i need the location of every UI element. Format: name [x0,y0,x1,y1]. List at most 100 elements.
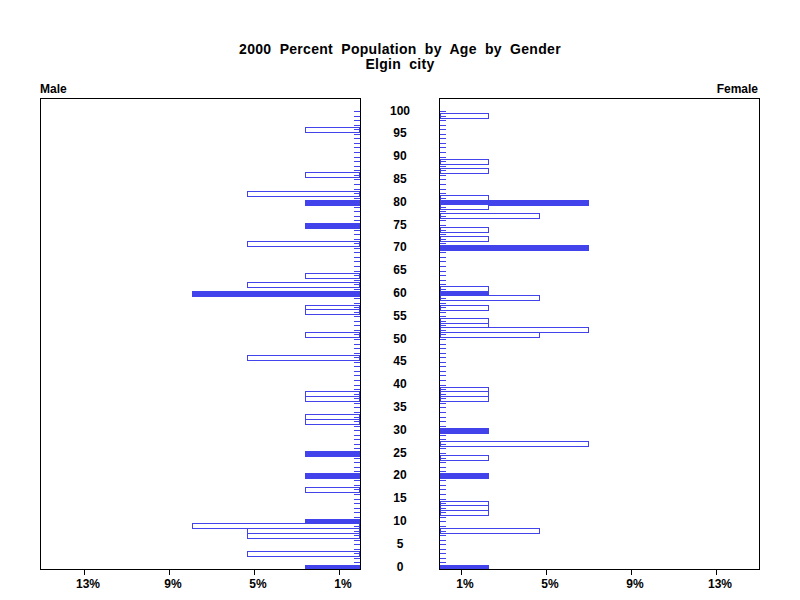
year-tick [440,553,446,554]
year-tick [440,544,446,545]
year-tick [440,220,446,221]
year-tick [440,380,446,381]
year-tick [440,321,446,322]
year-tick [440,211,446,212]
bar-male-age-82 [247,191,360,197]
age-tick-label-50: 50 [361,333,439,346]
bar-male-age-32 [305,419,360,425]
year-tick [440,280,446,281]
year-tick [354,289,360,290]
year-tick [440,531,446,532]
year-tick [354,202,360,203]
year-tick [354,526,360,527]
pct-tick-label-male-1%: 1% [321,577,365,591]
year-tick [354,375,360,376]
year-tick [354,257,360,258]
year-tick [354,485,360,486]
year-tick [440,230,446,231]
year-tick [354,348,360,349]
year-tick [440,184,446,185]
year-tick [440,453,446,454]
bar-male-age-7 [247,533,360,539]
bar-male-age-86 [305,172,360,178]
year-tick [440,375,446,376]
pct-tick-label-female-13%: 13% [698,577,742,591]
year-tick [354,499,360,500]
year-tick [440,339,446,340]
age-tick-label-80: 80 [361,196,439,209]
year-tick [440,403,446,404]
year-tick [440,271,446,272]
year-tick [354,353,360,354]
pct-tick-female [546,570,547,575]
year-tick [354,458,360,459]
year-tick [354,453,360,454]
population-pyramid-chart: 2000 Percent Population by Age by Gender… [0,0,800,600]
year-tick [354,339,360,340]
year-tick [354,189,360,190]
year-tick [354,175,360,176]
year-tick [354,508,360,509]
year-tick [354,298,360,299]
pct-tick-male [169,570,170,575]
pct-tick-label-female-9%: 9% [613,577,657,591]
year-tick [354,248,360,249]
year-tick [354,120,360,121]
year-tick [440,312,446,313]
bar-female-age-99 [440,113,489,119]
age-tick-label-40: 40 [361,378,439,391]
age-tick-label-15: 15 [361,492,439,505]
pct-tick-label-male-13%: 13% [66,577,110,591]
year-tick [440,152,446,153]
year-tick [440,284,446,285]
year-tick [440,134,446,135]
year-tick [440,439,446,440]
female-panel-label: Female [439,82,758,96]
age-tick-label-5: 5 [361,538,439,551]
year-tick [354,544,360,545]
year-tick [354,503,360,504]
year-tick [354,389,360,390]
year-tick [354,562,360,563]
year-tick [440,116,446,117]
bar-female-age-79 [440,204,489,210]
year-tick [440,248,446,249]
bar-male-age-64 [305,273,360,279]
female-panel [439,98,760,570]
bar-female-age-59 [440,295,540,301]
year-tick [354,316,360,317]
year-tick [440,157,446,158]
year-tick [354,489,360,490]
year-tick [440,357,446,358]
year-tick [354,220,360,221]
year-tick [440,476,446,477]
year-tick [354,344,360,345]
year-tick [354,111,360,112]
bar-male-age-0 [305,565,360,570]
year-tick [354,138,360,139]
year-tick [440,120,446,121]
year-tick [440,125,446,126]
bar-male-age-80 [305,200,360,206]
year-tick [440,261,446,262]
year-tick [354,198,360,199]
year-tick [440,499,446,500]
year-tick [354,129,360,130]
year-tick [440,207,446,208]
year-tick [440,444,446,445]
year-tick [440,275,446,276]
year-tick [440,389,446,390]
year-tick [440,426,446,427]
year-tick [354,535,360,536]
year-tick [354,152,360,153]
year-tick [354,540,360,541]
year-tick [440,371,446,372]
bar-male-age-46 [247,355,360,361]
age-tick-label-10: 10 [361,515,439,528]
year-tick [440,435,446,436]
year-tick [354,307,360,308]
year-tick [354,334,360,335]
year-tick [440,129,446,130]
bar-female-age-8 [440,528,540,534]
year-tick [354,234,360,235]
